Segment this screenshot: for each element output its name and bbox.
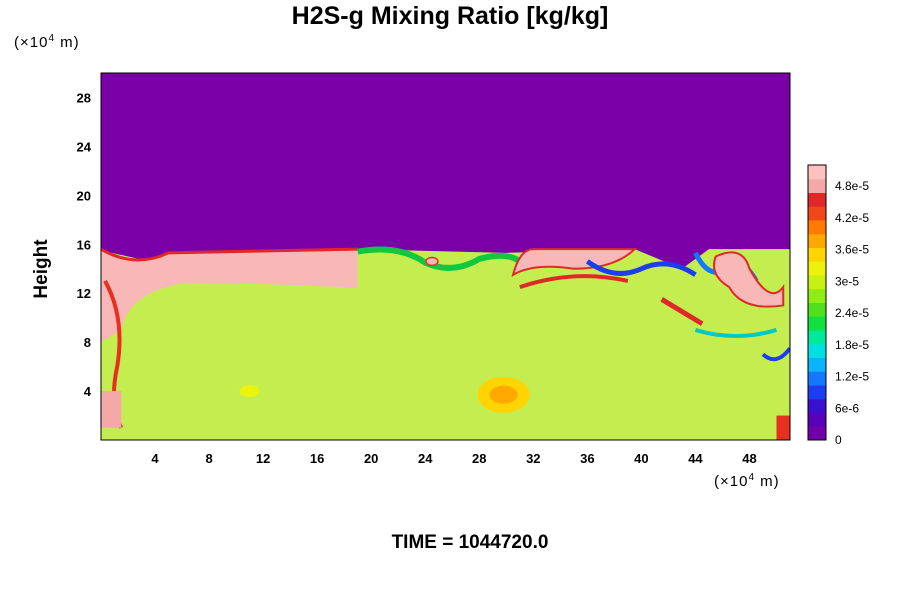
field-red-bottom-right [776, 415, 790, 440]
x-tick-label: 44 [688, 451, 703, 466]
y-tick-label: 12 [77, 286, 91, 301]
colorbar-tick-label: 1.8e-5 [835, 338, 869, 352]
colorbar-swatch [808, 288, 826, 303]
field-orange-core [489, 385, 518, 404]
y-tick-label: 20 [77, 188, 91, 203]
colorbar-tick-label: 1.2e-5 [835, 370, 869, 384]
x-tick-label: 28 [472, 451, 486, 466]
colorbar-tick-label: 0 [835, 433, 842, 447]
colorbar-swatch [808, 247, 826, 262]
y-tick-label: 8 [84, 335, 91, 350]
colorbar-swatch [808, 357, 826, 372]
field-blue-edge-right [761, 347, 790, 362]
colorbar-tick-label: 3.6e-5 [835, 243, 869, 257]
field-lower-bulk [101, 249, 790, 440]
x-tick-label: 24 [418, 451, 433, 466]
colorbar-swatch [808, 220, 826, 235]
colorbar-tick-label: 4.2e-5 [835, 211, 869, 225]
colorbar-swatch [808, 343, 826, 358]
field-pink-patch-bottom-left [101, 391, 122, 428]
x-tick-label: 32 [526, 451, 540, 466]
x-tick-label: 4 [151, 451, 159, 466]
heatmap-field [101, 73, 790, 440]
colorbar-swatch [808, 426, 826, 441]
x-tick-label: 12 [256, 451, 270, 466]
time-label: TIME = 1044720.0 [391, 532, 549, 553]
field-red-edge-left [101, 247, 358, 262]
x-tick-label: 48 [742, 451, 756, 466]
colorbar-tick-label: 2.4e-5 [835, 306, 869, 320]
field-blue-eddy-1 [585, 259, 697, 277]
field-pink-eddy [425, 256, 439, 267]
y-tick-label: 4 [84, 384, 92, 399]
colorbar-frame [807, 164, 827, 441]
colorbar-swatch [808, 302, 826, 317]
y-tick-label: 28 [77, 90, 91, 105]
colorbar-swatch [808, 233, 826, 248]
colorbar-swatch [808, 398, 826, 413]
field-yellow-left [239, 385, 260, 398]
y-unit-label: (×104 m) [14, 33, 80, 51]
field-cyan-streak [694, 327, 778, 339]
x-tick-label: 40 [634, 451, 648, 466]
field-pink-band-left [101, 249, 358, 343]
y-tick-label: 16 [77, 237, 91, 252]
colorbar-swatch [808, 275, 826, 290]
field-pink-plume-right [713, 251, 785, 308]
colorbar-swatch [808, 206, 826, 221]
x-tick-label: 8 [205, 451, 212, 466]
x-tick-label: 16 [310, 451, 324, 466]
colorbar-swatch [808, 192, 826, 207]
colorbar-swatch [808, 261, 826, 276]
colorbar-tick-label: 4.8e-5 [835, 179, 869, 193]
colorbar-swatch [808, 316, 826, 331]
colorbar-swatch [808, 385, 826, 400]
x-unit-label: (×104 m) [714, 472, 780, 490]
x-tick-label: 20 [364, 451, 378, 466]
colorbar-swatch [808, 371, 826, 386]
colorbar-swatch [808, 178, 826, 193]
colorbar-swatch [808, 330, 826, 345]
colorbar-tick-label: 6e-6 [835, 401, 859, 415]
x-tick-label: 36 [580, 451, 594, 466]
chart-title: H2S-g Mixing Ratio [kg/kg] [291, 2, 609, 30]
field-red-streak-right [660, 297, 704, 326]
field-pink-band-mid [511, 248, 638, 277]
field-green-swirl [357, 246, 522, 271]
plot-frame [100, 72, 791, 441]
colorbar-tick-label: 3e-5 [835, 274, 859, 288]
colorbar-swatch [808, 412, 826, 427]
colorbar-swatch [808, 165, 826, 180]
field-red-streak-mid [519, 274, 629, 289]
y-tick-label: 24 [77, 139, 92, 154]
